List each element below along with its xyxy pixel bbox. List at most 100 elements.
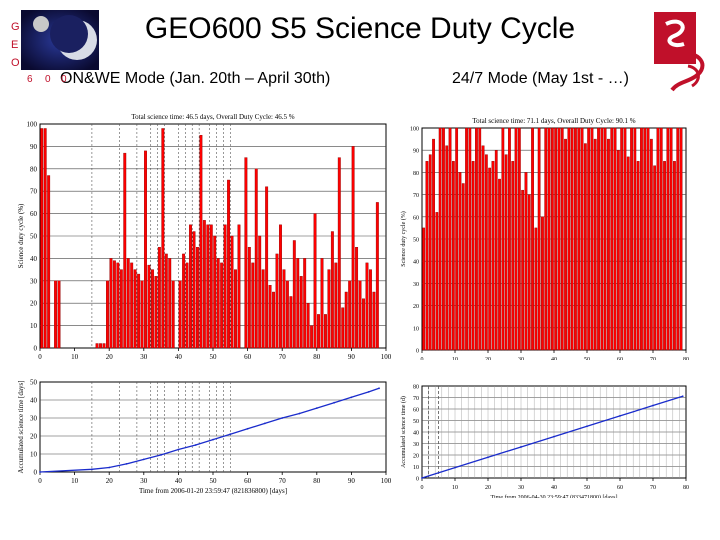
bar: [341, 307, 345, 349]
x-tick-label: 20: [485, 357, 491, 360]
y-tick-label: 30: [30, 415, 38, 423]
x-tick-label: 80: [683, 357, 689, 360]
y-tick-label: 70: [413, 396, 419, 402]
bar: [613, 127, 617, 351]
bar: [285, 280, 289, 349]
y-tick-label: 100: [410, 127, 419, 133]
bar: [567, 127, 571, 351]
y-tick-label: 30: [413, 442, 419, 448]
bar: [289, 296, 293, 349]
bar: [501, 127, 505, 351]
bar: [144, 150, 147, 349]
x-tick-label: 30: [518, 357, 524, 360]
data-point: [421, 477, 423, 479]
bar: [425, 161, 429, 351]
bar: [541, 216, 544, 351]
bar: [428, 154, 432, 351]
bar: [600, 127, 604, 351]
chart-title: Total science time: 71.1 days, Overall D…: [472, 117, 635, 125]
bar: [603, 127, 607, 351]
data-point: [142, 458, 145, 461]
bar: [580, 127, 584, 351]
logo-letter-e: E: [11, 39, 18, 51]
bar: [230, 235, 234, 349]
x-tick-label: 80: [313, 353, 321, 361]
x-tick-label: 30: [140, 477, 148, 485]
bar: [607, 138, 610, 351]
bar: [123, 152, 127, 349]
bar: [237, 224, 241, 349]
y-axis-label: Accumulated science time (d): [400, 396, 407, 468]
bar: [432, 138, 435, 351]
bar: [488, 167, 492, 351]
bar: [676, 127, 680, 351]
y-tick-label: 60: [413, 408, 419, 414]
x-tick-label: 50: [584, 357, 590, 360]
data-point: [333, 401, 335, 404]
bar: [550, 127, 554, 351]
bar: [521, 189, 525, 351]
x-tick-label: 0: [38, 477, 42, 485]
x-tick-label: 10: [71, 477, 79, 485]
x-tick-label: 100: [381, 477, 392, 485]
x-tick-label: 40: [175, 353, 183, 361]
y-tick-label: 10: [413, 465, 419, 471]
bar: [574, 127, 577, 351]
bar: [564, 138, 567, 351]
bar: [630, 127, 633, 351]
bar: [192, 231, 196, 349]
bar: [491, 161, 495, 351]
bar: [140, 280, 144, 349]
bar: [95, 343, 99, 349]
bar: [137, 273, 141, 349]
bar: [220, 262, 224, 349]
data-point: [454, 466, 456, 469]
bar: [590, 127, 594, 351]
data-point: [212, 438, 214, 441]
left-subheading: ON&WE Mode (Jan. 20th – April 30th): [60, 70, 331, 87]
bar: [422, 227, 426, 351]
logo-letter-o: O: [11, 57, 20, 69]
bar: [481, 145, 485, 351]
bar: [577, 127, 581, 351]
247-duty-cycle-chart: 0 10 20 30 40 50 60 70 80 90 100 0 10 20 30 40 50 60 70 80 T…: [400, 117, 689, 360]
bar: [659, 127, 663, 351]
x-tick-label: 10: [71, 353, 79, 361]
bar: [636, 161, 640, 351]
x-tick-label: 30: [518, 485, 524, 491]
x-tick-label: 60: [244, 353, 252, 361]
data-point: [553, 435, 555, 438]
x-tick-label: 60: [617, 485, 623, 491]
bar: [234, 269, 237, 349]
y-tick-label: 40: [30, 397, 38, 405]
y-tick-label: 80: [413, 385, 419, 391]
bar: [355, 246, 359, 349]
y-tick-label: 30: [413, 282, 419, 288]
bar: [673, 161, 676, 351]
y-tick-label: 90: [413, 149, 419, 155]
x-axis-label: Time from 2006-04-30 23:59:47 (833471800…: [491, 494, 618, 498]
data-point: [194, 444, 197, 446]
bar: [633, 127, 637, 351]
bar: [171, 280, 175, 349]
bar: [299, 276, 303, 349]
bar: [164, 253, 168, 349]
y-tick-label: 80: [30, 165, 38, 173]
bar: [57, 280, 61, 349]
bar: [254, 168, 258, 349]
y-tick-label: 30: [30, 277, 38, 285]
bar: [296, 258, 300, 349]
bar: [554, 127, 558, 351]
x-tick-label: 20: [106, 353, 114, 361]
bar: [54, 280, 58, 349]
bar: [498, 178, 501, 351]
bar: [275, 253, 279, 349]
x-tick-label: 60: [244, 477, 252, 485]
bar: [514, 127, 518, 351]
bar: [279, 224, 282, 349]
bar: [182, 253, 186, 349]
bar: [348, 280, 352, 349]
bar: [130, 262, 134, 349]
bar: [451, 161, 455, 351]
bar: [365, 262, 369, 349]
